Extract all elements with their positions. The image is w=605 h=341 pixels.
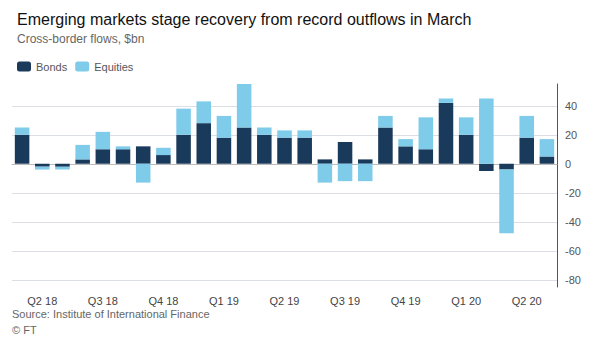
svg-text:Cross-border flows, $bn: Cross-border flows, $bn	[17, 32, 144, 46]
svg-text:Bonds: Bonds	[36, 61, 68, 73]
svg-text:Q3 18: Q3 18	[88, 295, 118, 307]
svg-text:-20: -20	[565, 187, 581, 199]
svg-text:Q1 20: Q1 20	[451, 295, 481, 307]
svg-text:-80: -80	[565, 274, 581, 286]
svg-text:-60: -60	[565, 245, 581, 257]
svg-text:Q2 19: Q2 19	[270, 295, 300, 307]
svg-text:20: 20	[565, 129, 577, 141]
svg-text:Equities: Equities	[94, 61, 134, 73]
svg-text:40: 40	[565, 100, 577, 112]
svg-text:Emerging markets stage recover: Emerging markets stage recovery from rec…	[17, 11, 471, 28]
svg-text:Q4 19: Q4 19	[391, 295, 421, 307]
svg-text:Q2 20: Q2 20	[512, 295, 542, 307]
svg-text:-40: -40	[565, 216, 581, 228]
svg-text:Q1 19: Q1 19	[209, 295, 239, 307]
svg-text:0: 0	[565, 158, 571, 170]
svg-text:Q2 18: Q2 18	[27, 295, 57, 307]
svg-text:Source: Institute of Internati: Source: Institute of International Finan…	[12, 308, 210, 320]
svg-text:© FT: © FT	[12, 324, 37, 336]
svg-text:Q4 18: Q4 18	[148, 295, 178, 307]
svg-text:Q3 19: Q3 19	[330, 295, 360, 307]
